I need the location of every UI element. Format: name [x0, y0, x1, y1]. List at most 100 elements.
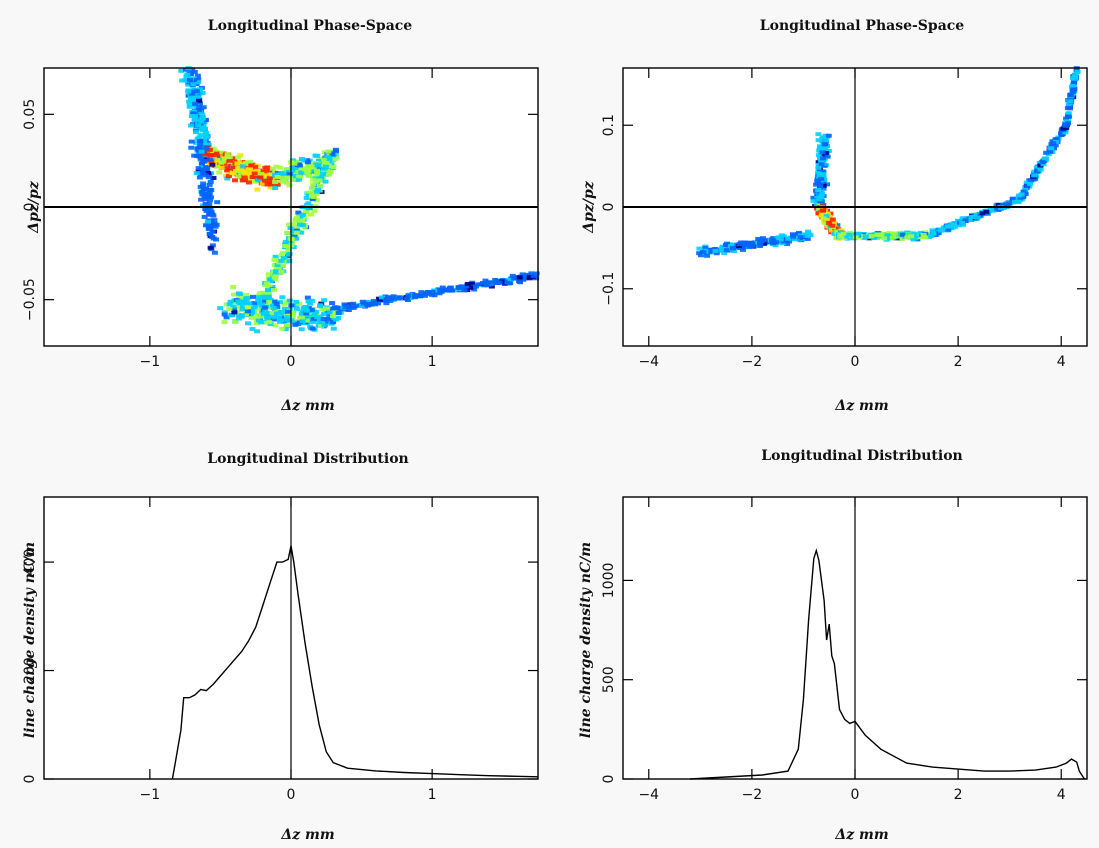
density-point — [275, 266, 282, 271]
density-point — [197, 121, 204, 126]
density-point — [264, 310, 271, 315]
density-point — [193, 130, 200, 135]
y-tick-label: 1000 — [601, 563, 617, 599]
density-point — [482, 278, 489, 283]
density-point — [920, 232, 927, 237]
density-point — [731, 249, 738, 254]
density-point — [1042, 157, 1049, 162]
density-point — [323, 306, 330, 311]
density-point — [966, 218, 973, 223]
density-point — [209, 229, 216, 234]
density-point — [205, 171, 212, 176]
density-point — [506, 281, 513, 286]
density-point — [428, 292, 435, 297]
density-point — [1063, 122, 1070, 127]
density-point — [270, 303, 277, 308]
density-point — [898, 236, 905, 241]
density-point — [325, 316, 332, 321]
density-point — [810, 195, 817, 200]
density-point — [200, 123, 207, 128]
density-point — [291, 234, 298, 239]
density-point — [831, 231, 838, 236]
density-point — [199, 184, 206, 189]
y-tick-label: 400 — [22, 549, 38, 576]
density-point — [331, 157, 338, 162]
density-point — [266, 299, 273, 304]
density-point — [265, 288, 272, 293]
density-point — [274, 182, 281, 187]
density-point — [917, 230, 924, 235]
distribution-plot-left: Longitudinal Distribution Δz mm line cha… — [22, 451, 539, 843]
density-point — [510, 276, 517, 281]
density-point — [231, 310, 238, 315]
density-point — [819, 191, 826, 196]
density-point — [424, 289, 431, 294]
density-point — [1020, 189, 1027, 194]
density-point — [413, 293, 420, 298]
density-point — [1070, 87, 1077, 92]
density-point — [383, 299, 390, 304]
density-point — [199, 189, 206, 194]
density-point — [265, 272, 272, 277]
density-point — [935, 231, 942, 236]
density-point — [440, 288, 447, 293]
distribution-line — [171, 545, 539, 780]
density-point — [209, 234, 216, 239]
density-point — [739, 247, 746, 252]
density-point — [824, 154, 831, 159]
density-point — [249, 294, 256, 299]
density-point — [1069, 84, 1076, 89]
density-point — [249, 306, 256, 311]
density-point — [296, 301, 303, 306]
density-point — [945, 224, 952, 229]
density-point — [204, 166, 211, 171]
density-point — [303, 311, 310, 316]
density-point — [305, 299, 312, 304]
density-point — [321, 166, 328, 171]
density-point — [214, 200, 221, 205]
density-point — [908, 234, 915, 239]
density-point — [721, 251, 728, 256]
density-point — [293, 230, 300, 235]
density-point — [187, 78, 194, 83]
density-point — [817, 182, 824, 187]
density-point — [816, 172, 823, 177]
density-point — [289, 165, 296, 170]
density-point — [193, 89, 200, 94]
density-point — [852, 232, 859, 237]
density-point — [289, 178, 296, 183]
distribution-line — [689, 548, 1085, 780]
density-point — [274, 262, 281, 267]
density-point — [225, 166, 232, 171]
density-point — [245, 305, 252, 310]
density-point — [313, 192, 320, 197]
density-point — [793, 235, 800, 240]
density-point — [758, 239, 765, 244]
density-point — [891, 231, 898, 236]
density-point — [228, 313, 235, 318]
density-point — [184, 72, 191, 77]
density-point — [260, 169, 267, 174]
density-point — [223, 302, 230, 307]
density-point — [813, 182, 820, 187]
density-point — [211, 148, 218, 153]
density-point — [232, 168, 239, 173]
density-point — [759, 236, 766, 241]
density-point — [968, 214, 975, 219]
density-point — [248, 163, 255, 168]
density-point — [318, 324, 325, 329]
density-point — [330, 326, 337, 331]
density-point — [1064, 106, 1071, 111]
density-point — [1037, 167, 1044, 172]
density-point — [188, 139, 195, 144]
density-point — [201, 186, 208, 191]
density-point — [815, 132, 822, 137]
density-point — [296, 163, 303, 168]
density-point — [204, 152, 211, 157]
density-point — [207, 206, 214, 211]
density-point — [1058, 131, 1065, 136]
density-point — [196, 101, 203, 106]
density-point — [271, 182, 278, 187]
density-point — [302, 210, 309, 215]
density-point — [247, 171, 254, 176]
